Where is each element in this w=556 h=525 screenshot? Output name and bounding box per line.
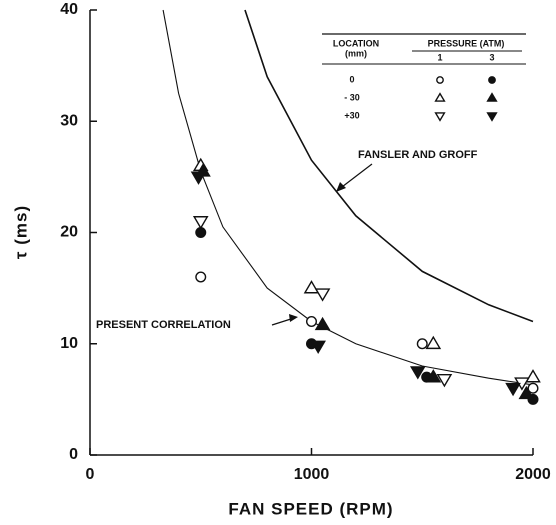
legend-symbol (488, 76, 496, 84)
data-point (190, 171, 207, 185)
y-tick-label: 30 (60, 112, 78, 129)
arrow-head (336, 182, 346, 192)
data-point (195, 271, 207, 283)
data-point (436, 374, 453, 388)
data-point (416, 338, 428, 350)
legend-symbol (434, 92, 446, 102)
legend-symbol (486, 112, 498, 122)
legend-label: 0 (349, 74, 354, 84)
legend-symbol (434, 112, 446, 122)
data-point (314, 316, 331, 331)
data-point (310, 340, 326, 354)
y-tick-label: 20 (60, 224, 78, 241)
legend-header: LOCATION (333, 38, 379, 48)
data-point (505, 382, 521, 397)
legend-symbol (486, 92, 498, 102)
curve (244, 9, 534, 323)
data-point (425, 335, 442, 350)
legend-header: 1 (437, 52, 442, 62)
data-point (525, 369, 541, 383)
x-tick-label: 2000 (515, 466, 551, 483)
x-tick-label: 1000 (294, 466, 330, 483)
y-tick-label: 0 (69, 446, 78, 463)
data-point (306, 316, 318, 328)
data-point (527, 382, 539, 394)
annotation: PRESENT CORRELATION (96, 319, 231, 331)
data-point (518, 385, 535, 400)
curve (162, 9, 534, 386)
data-point (314, 288, 331, 302)
y-axis-label: τ (ms) (11, 205, 30, 259)
legend-label: +30 (344, 110, 359, 120)
x-axis-label: FAN SPEED (RPM) (228, 499, 393, 518)
legend-header: (mm) (345, 48, 367, 58)
arrow-head (289, 314, 298, 322)
data-point (192, 216, 209, 230)
data-point (409, 366, 426, 380)
data-point (425, 369, 442, 383)
x-tick-label: 0 (86, 466, 95, 483)
y-tick-label: 10 (60, 335, 78, 352)
legend-symbol (436, 76, 444, 84)
legend-label: - 30 (344, 92, 360, 102)
data-point (303, 280, 320, 294)
legend-header: PRESSURE (ATM) (428, 38, 505, 48)
legend-header: 3 (489, 52, 494, 62)
y-tick-label: 40 (60, 1, 78, 18)
annotation: FANSLER AND GROFF (358, 149, 478, 161)
